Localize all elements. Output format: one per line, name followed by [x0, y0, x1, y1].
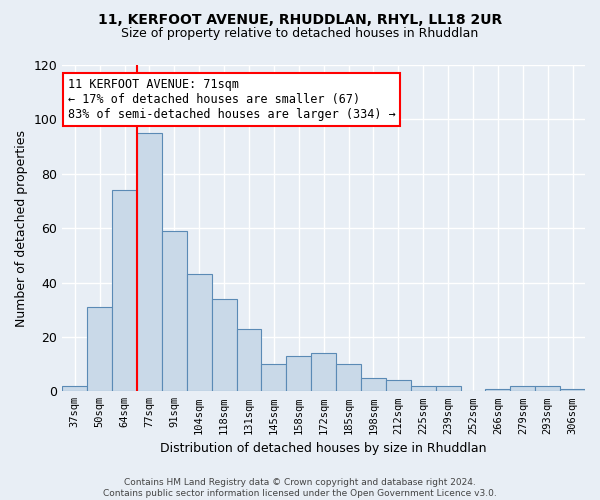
Bar: [535, 386, 560, 392]
Bar: [262, 364, 286, 392]
Text: 11, KERFOOT AVENUE, RHUDDLAN, RHYL, LL18 2UR: 11, KERFOOT AVENUE, RHUDDLAN, RHYL, LL18…: [98, 12, 502, 26]
Y-axis label: Number of detached properties: Number of detached properties: [15, 130, 28, 326]
Bar: [560, 388, 585, 392]
Text: 11 KERFOOT AVENUE: 71sqm
← 17% of detached houses are smaller (67)
83% of semi-d: 11 KERFOOT AVENUE: 71sqm ← 17% of detach…: [68, 78, 395, 121]
Bar: [511, 386, 535, 392]
Bar: [162, 231, 187, 392]
Bar: [112, 190, 137, 392]
Bar: [386, 380, 411, 392]
Bar: [187, 274, 212, 392]
X-axis label: Distribution of detached houses by size in Rhuddlan: Distribution of detached houses by size …: [160, 442, 487, 455]
Bar: [411, 386, 436, 392]
Bar: [361, 378, 386, 392]
Bar: [436, 386, 461, 392]
Bar: [311, 353, 336, 392]
Bar: [336, 364, 361, 392]
Bar: [137, 133, 162, 392]
Text: Contains HM Land Registry data © Crown copyright and database right 2024.
Contai: Contains HM Land Registry data © Crown c…: [103, 478, 497, 498]
Bar: [87, 307, 112, 392]
Bar: [485, 388, 511, 392]
Bar: [286, 356, 311, 392]
Bar: [212, 299, 236, 392]
Bar: [236, 329, 262, 392]
Bar: [62, 386, 87, 392]
Text: Size of property relative to detached houses in Rhuddlan: Size of property relative to detached ho…: [121, 28, 479, 40]
